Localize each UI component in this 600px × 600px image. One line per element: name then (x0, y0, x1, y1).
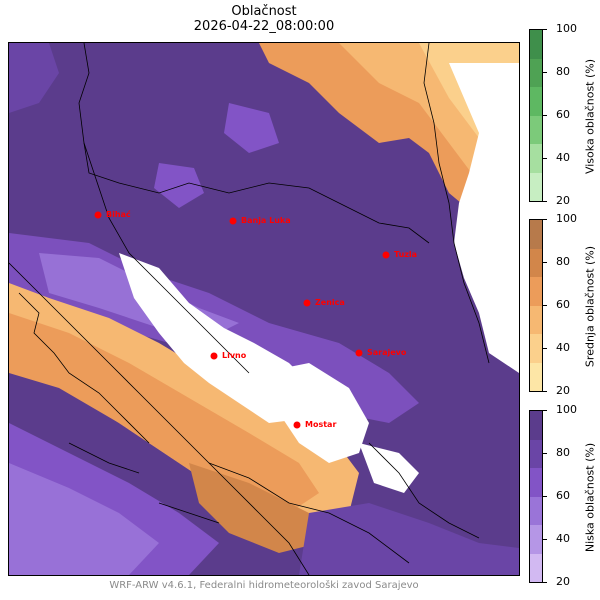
colorbar-segment (530, 144, 542, 173)
city-banja-luka: Banja Luka (229, 216, 291, 225)
colorbar-segment (530, 362, 542, 391)
colorbar-segment (530, 87, 542, 116)
colorbar-tick-mark (543, 539, 547, 540)
medium-cloud-sw-dark (9, 313, 319, 513)
city-sarajevo: Sarajevo (355, 348, 407, 357)
low-cloud-se-band (299, 503, 519, 575)
colorbar-tick-mark (543, 115, 547, 116)
colorbar-tick-label: 20 (556, 384, 570, 397)
colorbar-medium-cloud (529, 219, 543, 392)
city-dot (293, 421, 301, 429)
colorbar-segment (530, 439, 542, 468)
colorbar-tick-mark (543, 219, 547, 220)
colorbar-tick-label: 60 (556, 108, 570, 121)
city-dot (355, 349, 363, 357)
colorbar-tick-label: 80 (556, 255, 570, 268)
colorbar-tick-mark (543, 72, 547, 73)
colorbar-segment (530, 30, 542, 59)
city-label: Tuzla (394, 250, 417, 259)
colorbar-tick-mark (543, 201, 547, 202)
city-label: Banja Luka (241, 216, 291, 225)
colorbar-tick-mark (543, 496, 547, 497)
colorbar-segment (530, 496, 542, 525)
colorbar-segment (530, 220, 542, 249)
colorbar-high-cloud (529, 29, 543, 202)
colorbar-tick-label: 20 (556, 575, 570, 588)
clear-sky-east (449, 63, 519, 373)
colorbar-segment (530, 334, 542, 363)
colorbar-tick-label: 100 (556, 22, 577, 35)
colorbar-low-label: Niska oblačnost (%) (583, 442, 597, 553)
city-dot (382, 251, 390, 259)
colorbar-tick-label: 60 (556, 298, 570, 311)
colorbar-tick-mark (543, 582, 547, 583)
colorbar-tick-mark (543, 262, 547, 263)
city-dot (303, 299, 311, 307)
city-tuzla: Tuzla (382, 250, 417, 259)
city-label: Livno (222, 351, 247, 360)
city-mostar: Mostar (293, 420, 336, 429)
colorbar-tick-label: 60 (556, 489, 570, 502)
colorbar-segment (530, 277, 542, 306)
colorbar-tick-label: 100 (556, 212, 577, 225)
colorbar-tick-label: 20 (556, 194, 570, 207)
colorbar-tick-label: 40 (556, 341, 570, 354)
colorbar-tick-label: 40 (556, 151, 570, 164)
map-title: Oblačnost (231, 4, 297, 19)
colorbar-segment (530, 411, 542, 440)
colorbar-segment (530, 468, 542, 497)
country-borders (9, 43, 490, 575)
colorbar-high-label: Visoka oblačnost (%) (583, 58, 597, 175)
colorbar-tick-mark (543, 391, 547, 392)
map-datetime: 2026-04-22_08:00:00 (193, 19, 335, 34)
colorbar-tick-mark (543, 305, 547, 306)
low-cloud-cell-1 (224, 103, 279, 153)
city-label: Zenica (315, 298, 345, 307)
colorbar-tick-mark (543, 29, 547, 30)
colorbar-medium-label: Srednja oblačnost (%) (583, 245, 597, 368)
colorbar-tick-label: 80 (556, 65, 570, 78)
colorbar-segment (530, 172, 542, 201)
colorbar-low-cloud (529, 410, 543, 583)
footer-credit: WRF-ARW v4.6.1, Federalni hidrometeorolo… (109, 580, 419, 591)
city-markers: Bihać Banja Luka Tuzla Zenica Livno Sara… (94, 209, 417, 429)
clear-sky-south (259, 363, 369, 463)
colorbar-segment (530, 305, 542, 334)
colorbar-tick-label: 80 (556, 446, 570, 459)
colorbar-tick-label: 40 (556, 532, 570, 545)
city-label: Bihać (106, 209, 131, 219)
colorbar-segment (530, 248, 542, 277)
low-cloud-cell-2 (154, 163, 204, 208)
colorbar-segment (530, 58, 542, 87)
colorbar-tick-mark (543, 158, 547, 159)
low-cloud-nw (9, 43, 59, 113)
cloud-cover-map: Bihać Banja Luka Tuzla Zenica Livno Sara… (8, 42, 520, 576)
colorbar-tick-mark (543, 348, 547, 349)
colorbar-segment (530, 115, 542, 144)
city-dot (94, 211, 102, 219)
city-label: Sarajevo (367, 348, 407, 357)
colorbar-segment (530, 553, 542, 582)
colorbar-segment (530, 525, 542, 554)
colorbar-tick-mark (543, 410, 547, 411)
city-dot (210, 352, 218, 360)
city-label: Mostar (305, 420, 336, 429)
low-cloud-sw-light (9, 463, 159, 575)
colorbar-tick-mark (543, 453, 547, 454)
city-bihac: Bihać (94, 209, 131, 219)
city-zenica: Zenica (303, 298, 345, 307)
city-livno: Livno (210, 351, 247, 360)
city-dot (229, 217, 237, 225)
colorbar-tick-label: 100 (556, 403, 577, 416)
